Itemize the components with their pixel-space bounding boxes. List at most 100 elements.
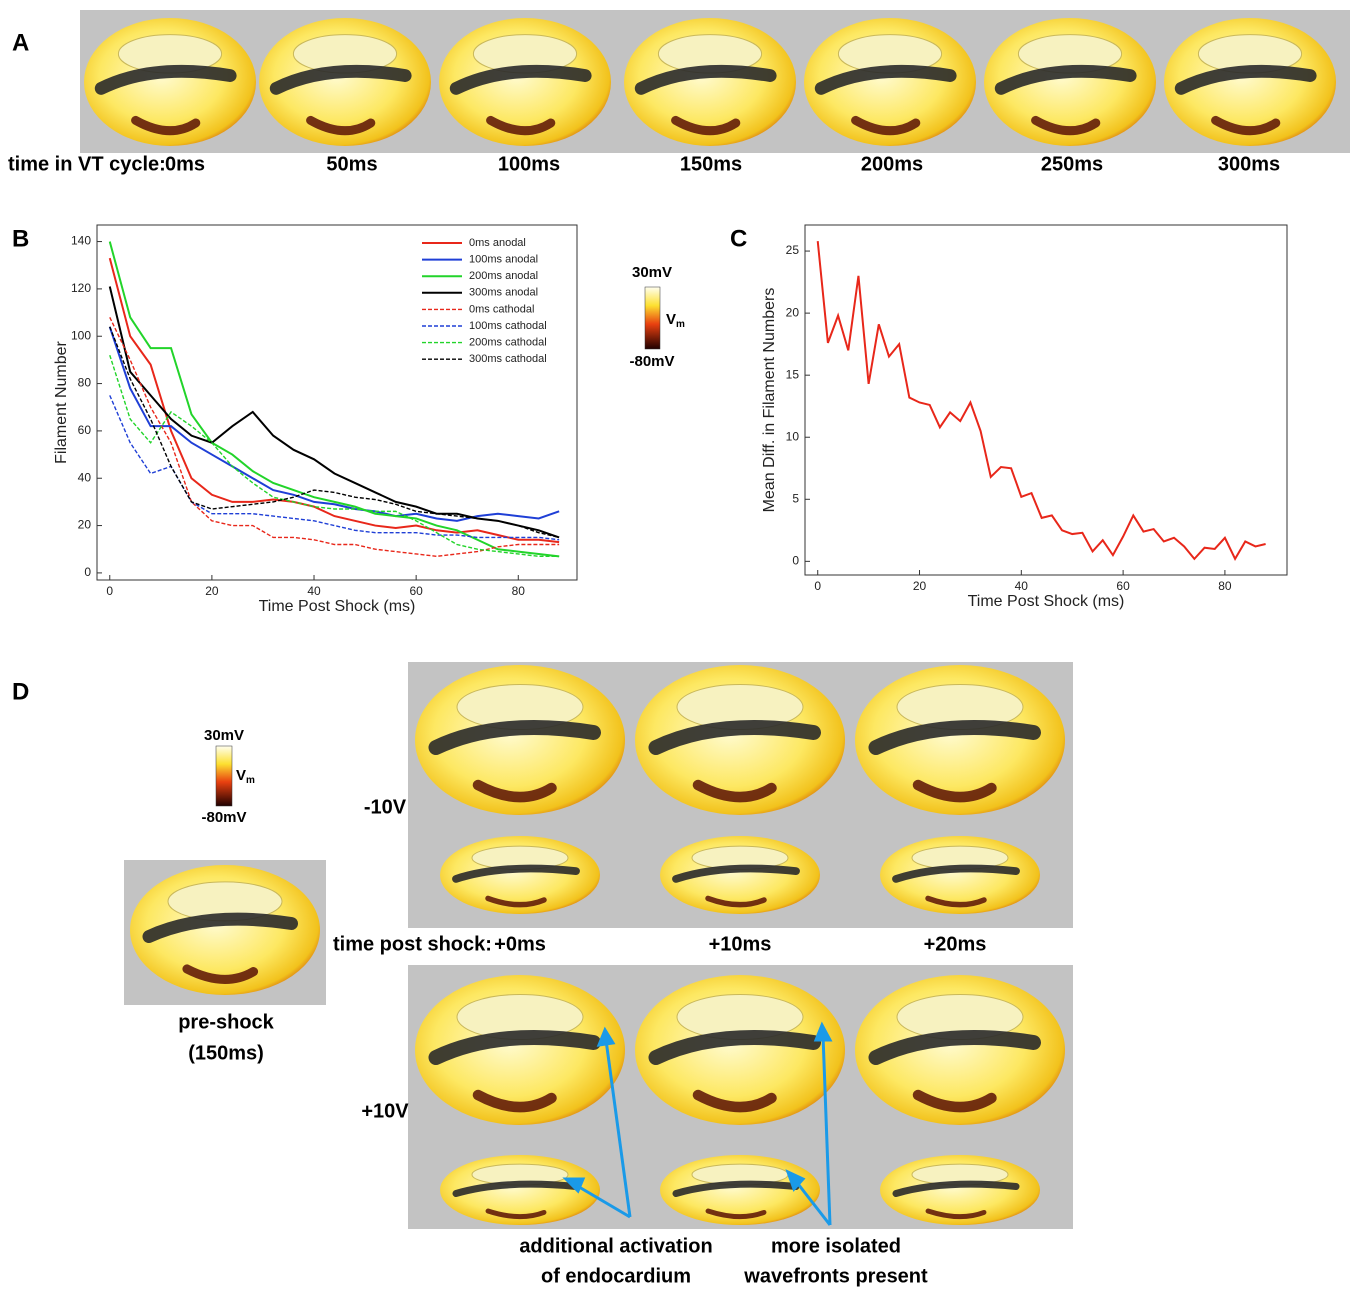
wavefront <box>868 720 1041 755</box>
subscript: m <box>676 319 685 330</box>
panel-label: C <box>730 225 747 252</box>
arrow <box>573 1182 631 1219</box>
y-tick-label: 5 <box>792 491 799 505</box>
time-label: +0ms <box>494 933 546 955</box>
x-tick-label: 60 <box>1116 579 1130 593</box>
y-tick-label: 120 <box>71 281 91 295</box>
data-line <box>109 326 560 539</box>
time-label: +10ms <box>709 933 772 955</box>
row-label: time post shock: <box>333 933 492 955</box>
colorbar-symbol: Vm <box>236 767 255 786</box>
wavefront <box>428 720 601 755</box>
legend-label: 300ms cathodal <box>469 353 547 365</box>
annotation: additional activation <box>519 1235 712 1257</box>
x-tick-label: 60 <box>409 584 423 598</box>
wavefront <box>672 864 800 883</box>
time-label: 100ms <box>498 153 560 175</box>
arrowhead <box>813 1021 833 1042</box>
y-tick-label: 80 <box>78 376 92 390</box>
wavefront <box>142 912 298 943</box>
annotation: more isolated <box>771 1235 901 1257</box>
data-line <box>109 395 560 541</box>
colorbar-max: 30mV <box>632 264 672 281</box>
y-tick-label: 0 <box>84 565 91 579</box>
wavefront <box>912 1089 997 1113</box>
wavefront <box>485 895 547 908</box>
time-label: 0ms <box>165 153 205 175</box>
wavefront <box>1174 64 1317 95</box>
wavefront <box>671 115 741 136</box>
legend-label: 300ms anodal <box>469 287 538 299</box>
legend-label: 0ms cathodal <box>469 303 534 315</box>
wavefront <box>131 115 201 136</box>
arrow <box>604 1039 632 1218</box>
wavefront <box>892 864 1020 883</box>
x-tick-label: 40 <box>307 584 321 598</box>
wavefront <box>94 64 237 95</box>
colorbar-symbol: Vm <box>666 311 685 330</box>
y-tick-label: 15 <box>786 367 800 381</box>
wavefront <box>269 64 412 95</box>
wavefront <box>648 720 821 755</box>
row-label: time in VT cycle: <box>8 153 166 175</box>
y-tick-label: 25 <box>786 243 800 257</box>
data-line <box>108 326 560 522</box>
heart-renderings <box>84 18 1336 1225</box>
panel-label: A <box>12 29 29 56</box>
wavefront <box>705 1208 767 1220</box>
wavefront <box>472 1089 557 1113</box>
pre-shock-label: pre-shock <box>178 1011 274 1033</box>
wavefront <box>851 115 921 136</box>
wavefront <box>634 64 777 95</box>
wavefront <box>486 115 556 136</box>
wavefront <box>705 895 767 908</box>
data-line <box>816 241 1266 561</box>
y-tick-label: 10 <box>786 429 800 443</box>
legend-label: 200ms anodal <box>469 270 538 282</box>
y-tick-label: 0 <box>792 554 799 568</box>
data-line <box>109 316 560 558</box>
x-tick-label: 40 <box>1015 579 1029 593</box>
annotation: wavefronts present <box>743 1265 928 1287</box>
y-axis-label: Mean Diff. in Filament Numbers <box>761 288 778 513</box>
arrow <box>793 1179 832 1226</box>
wavefront <box>692 779 777 803</box>
annotation: of endocardium <box>541 1265 691 1287</box>
y-tick-label: 20 <box>78 518 92 532</box>
wavefront <box>452 1180 580 1197</box>
wavefront <box>472 779 557 803</box>
x-tick-label: 20 <box>205 584 219 598</box>
colorbar <box>215 745 233 807</box>
y-axis-label: Filament Number <box>53 340 70 463</box>
x-tick-label: 0 <box>814 579 821 593</box>
annotation-arrows <box>562 1021 833 1226</box>
x-tick-label: 0 <box>106 584 113 598</box>
symbol: V <box>236 767 246 784</box>
time-label: +20ms <box>924 933 987 955</box>
plot-frame <box>804 224 1288 576</box>
colorbar-max: 30mV <box>204 727 244 744</box>
symbol: V <box>666 311 676 328</box>
voltage-label: -10V <box>364 796 407 818</box>
data-line <box>109 354 560 558</box>
y-tick-label: 100 <box>71 328 91 342</box>
x-axis-label: Time Post Shock (ms) <box>259 598 416 615</box>
wavefront <box>925 895 987 908</box>
subscript: m <box>246 775 255 786</box>
data-line <box>108 241 560 558</box>
time-label: 300ms <box>1218 153 1280 175</box>
wavefront <box>449 64 592 95</box>
x-tick-label: 20 <box>913 579 927 593</box>
wavefront <box>814 64 957 95</box>
legend-label: 100ms cathodal <box>469 320 547 332</box>
x-tick-label: 80 <box>512 584 526 598</box>
plot-frame <box>96 224 578 581</box>
wavefront <box>912 779 997 803</box>
legend-label: 100ms anodal <box>469 254 538 266</box>
pre-shock-label: (150ms) <box>188 1042 264 1064</box>
wavefront <box>692 1089 777 1113</box>
arrow <box>821 1034 832 1226</box>
y-tick-label: 20 <box>786 305 800 319</box>
time-label: 50ms <box>326 153 377 175</box>
